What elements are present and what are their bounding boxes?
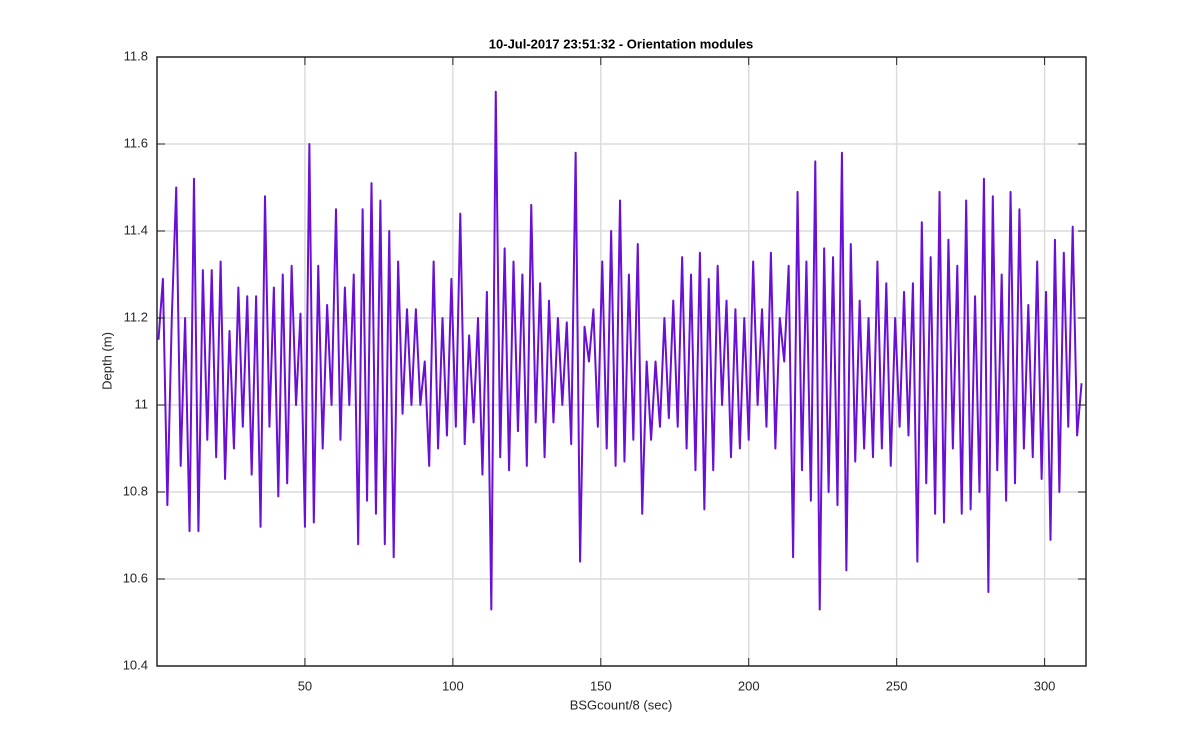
y-tick-label: 10.6	[123, 570, 148, 585]
axes-box	[156, 56, 1087, 667]
plot-area	[157, 90, 1083, 611]
y-tick-label: 10.8	[123, 483, 148, 498]
x-tick-label: 250	[886, 678, 908, 693]
x-tick-label: 50	[298, 678, 312, 693]
x-axis-label: BSGcount/8 (sec)	[570, 697, 673, 712]
y-tick-label: 11.8	[124, 48, 148, 63]
chart-title: 10-Jul-2017 23:51:32 - Orientation modul…	[489, 36, 753, 51]
y-tick-label: 11	[135, 396, 149, 411]
y-tick-label: 11.2	[124, 309, 148, 324]
data-line	[157, 90, 1083, 611]
axes: 50 100 150 200 250 300 10.4 10.6 10.8 11 11.2 11.4 1…	[123, 48, 1087, 693]
y-axis-label: Depth (m)	[99, 332, 114, 390]
x-tick-label: 100	[442, 678, 464, 693]
x-tick-label: 200	[738, 678, 760, 693]
y-tick-label: 11.6	[124, 135, 148, 150]
x-tick-label: 150	[590, 678, 612, 693]
x-tick-label: 300	[1034, 678, 1056, 693]
y-tick-label: 10.4	[123, 657, 148, 672]
y-tick-label: 11.4	[124, 222, 148, 237]
